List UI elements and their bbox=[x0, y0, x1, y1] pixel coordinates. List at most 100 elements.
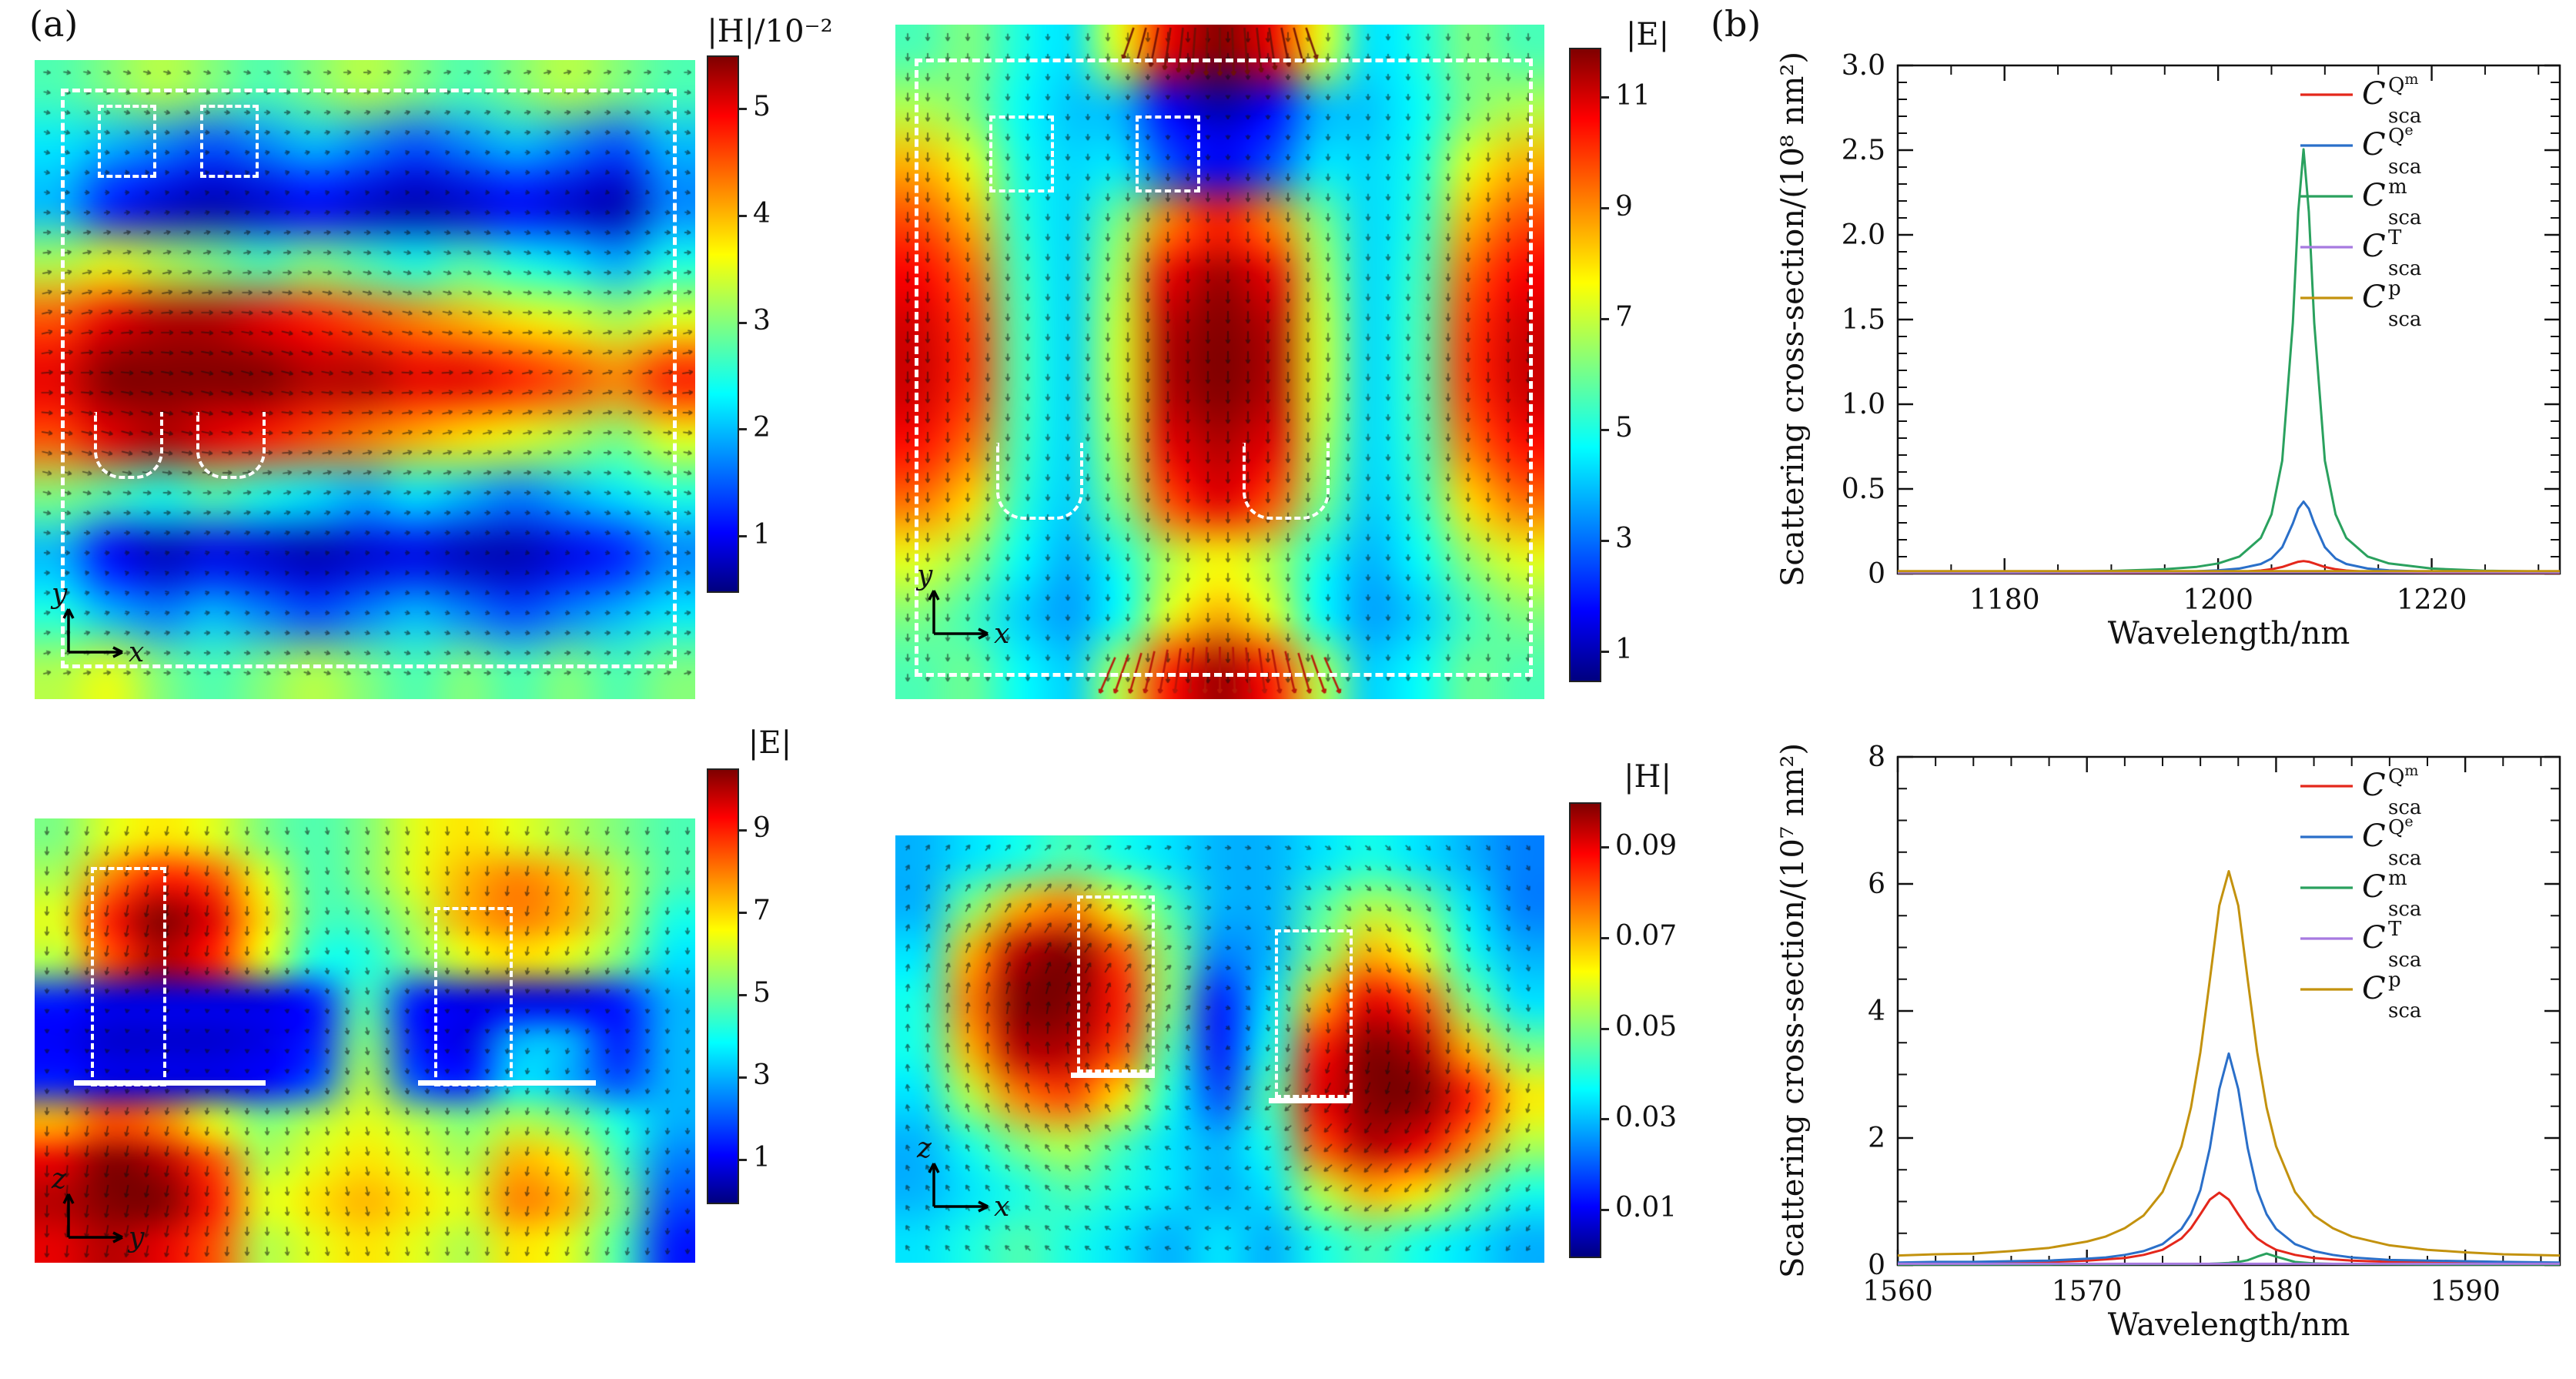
colorbar-gradient bbox=[707, 55, 739, 593]
colorbar-tick-label: 1 bbox=[753, 518, 771, 551]
scattering-chart-1208nm: 1180 1200 1220 0 0.5 1.0 1.5 2.0 2.5 3.0 C Qm sca C Qe… bbox=[1771, 23, 2576, 687]
colorbar-tick-label: 0.05 bbox=[1615, 1011, 1678, 1043]
colorbar-tick bbox=[1600, 936, 1609, 939]
tick-label: 0 bbox=[1868, 558, 1885, 590]
y-axis-title: Scattering cross-section/(10⁷ nm²) bbox=[1775, 743, 1811, 1279]
colorbar-tick-label: 0.07 bbox=[1615, 920, 1678, 952]
colorbar-tick bbox=[738, 321, 747, 324]
colorbar-tick-label: 9 bbox=[1615, 190, 1633, 223]
tick-label: 2.0 bbox=[1842, 219, 1885, 251]
x-axis-title: Wavelength/nm bbox=[2107, 616, 2350, 651]
legend-label-C_sca^Qm: C Qm sca bbox=[2362, 762, 2421, 819]
colorbar-tick bbox=[738, 428, 747, 431]
series-C_sca^Qm bbox=[1898, 1191, 2560, 1264]
colorbar-tick bbox=[738, 828, 747, 832]
colorbar-label: |E| bbox=[748, 725, 792, 761]
colorbar-tick-label: 5 bbox=[753, 91, 771, 123]
tick-label: 8 bbox=[1868, 741, 1885, 773]
colorbar: 5 4 3 2 1 bbox=[707, 55, 838, 593]
series-C_sca^Qe bbox=[1898, 500, 2561, 574]
series-C_sca^Qe bbox=[1897, 1052, 2561, 1264]
series-C_sca^p bbox=[1897, 870, 2561, 1257]
tick-label: 1220 bbox=[2397, 584, 2467, 616]
tick-label: 1580 bbox=[2241, 1276, 2312, 1307]
colorbar-tick-label: 5 bbox=[1615, 412, 1633, 444]
colorbar-label: |H|/10⁻² bbox=[707, 14, 833, 49]
tick-label: 1560 bbox=[1862, 1276, 1933, 1307]
tick-label: 0.5 bbox=[1842, 474, 1885, 505]
colorbar-tick bbox=[738, 535, 747, 538]
colorbar: 11 9 7 5 3 1 bbox=[1569, 48, 1700, 682]
fieldmap-canvas bbox=[35, 818, 695, 1263]
tick-label: 2.5 bbox=[1842, 135, 1885, 166]
panel-label-a: (a) bbox=[29, 3, 79, 45]
colorbar-tick bbox=[1600, 96, 1609, 99]
series-C_sca^m bbox=[1897, 148, 2561, 574]
fieldmap-canvas bbox=[895, 25, 1544, 699]
colorbar-tick bbox=[1600, 650, 1609, 653]
tick-label: 1180 bbox=[1969, 584, 2040, 616]
legend-label-C_sca^Qm: C Qm sca bbox=[2362, 71, 2421, 128]
colorbar-label: |E| bbox=[1625, 17, 1670, 52]
colorbar-gradient bbox=[1569, 802, 1601, 1258]
colorbar-tick bbox=[738, 214, 747, 217]
colorbar-tick-label: 3 bbox=[1615, 523, 1633, 555]
colorbar-tick-label: 3 bbox=[753, 305, 771, 336]
tick-label: 0 bbox=[1868, 1250, 1885, 1281]
colorbar-tick-label: 0.03 bbox=[1615, 1101, 1678, 1133]
plot-frame bbox=[1896, 64, 2561, 575]
tick-label: 1.0 bbox=[1842, 389, 1885, 420]
fieldmap-canvas bbox=[895, 835, 1544, 1263]
tick-label: 2 bbox=[1868, 1123, 1885, 1154]
colorbar-tick-label: 3 bbox=[753, 1059, 771, 1092]
tick-label: 3.0 bbox=[1842, 50, 1885, 82]
tick-label: 1570 bbox=[2052, 1276, 2123, 1307]
legend-label-C_sca^Qe: C Qe sca bbox=[2362, 122, 2421, 179]
colorbar-tick-label: 7 bbox=[1615, 301, 1633, 333]
tick-label: 1200 bbox=[2183, 584, 2253, 616]
colorbar-tick bbox=[1600, 1118, 1609, 1121]
legend-label-C_sca^Qe: C Qe sca bbox=[2362, 813, 2421, 870]
colorbar: 0.09 0.07 0.05 0.03 0.01 bbox=[1569, 802, 1700, 1258]
tick-label: 4 bbox=[1868, 996, 1885, 1027]
colorbar-tick bbox=[1600, 317, 1609, 320]
panel-label-b: (b) bbox=[1711, 3, 1761, 45]
fieldmap-canvas bbox=[35, 60, 695, 699]
colorbar-tick-label: 7 bbox=[753, 895, 771, 927]
colorbar-tick bbox=[738, 1158, 747, 1161]
x-axis-title: Wavelength/nm bbox=[2107, 1307, 2350, 1343]
colorbar-tick-label: 11 bbox=[1615, 79, 1651, 112]
colorbar-tick-label: 9 bbox=[753, 812, 771, 845]
colorbar-tick bbox=[1600, 846, 1609, 849]
colorbar-gradient bbox=[707, 768, 739, 1204]
colorbar-tick bbox=[1600, 1027, 1609, 1030]
tick-label: 1590 bbox=[2430, 1276, 2501, 1307]
colorbar-tick-label: 2 bbox=[753, 411, 771, 443]
colorbar-tick-label: 1 bbox=[1615, 634, 1633, 666]
colorbar-tick bbox=[738, 1076, 747, 1079]
y-axis-title: Scattering cross-section/(10⁸ nm²) bbox=[1775, 52, 1811, 587]
colorbar-tick bbox=[1600, 539, 1609, 542]
colorbar-tick bbox=[738, 107, 747, 110]
colorbar-label: |H| bbox=[1624, 759, 1671, 795]
colorbar-tick-label: 5 bbox=[753, 977, 771, 1009]
colorbar-tick-label: 0.09 bbox=[1615, 829, 1678, 862]
colorbar: 9 7 5 3 1 bbox=[707, 768, 838, 1204]
colorbar-tick-label: 4 bbox=[753, 198, 771, 230]
plot-frame bbox=[1896, 755, 2561, 1267]
tick-label: 1.5 bbox=[1842, 304, 1885, 336]
colorbar-tick-label: 0.01 bbox=[1615, 1192, 1678, 1224]
